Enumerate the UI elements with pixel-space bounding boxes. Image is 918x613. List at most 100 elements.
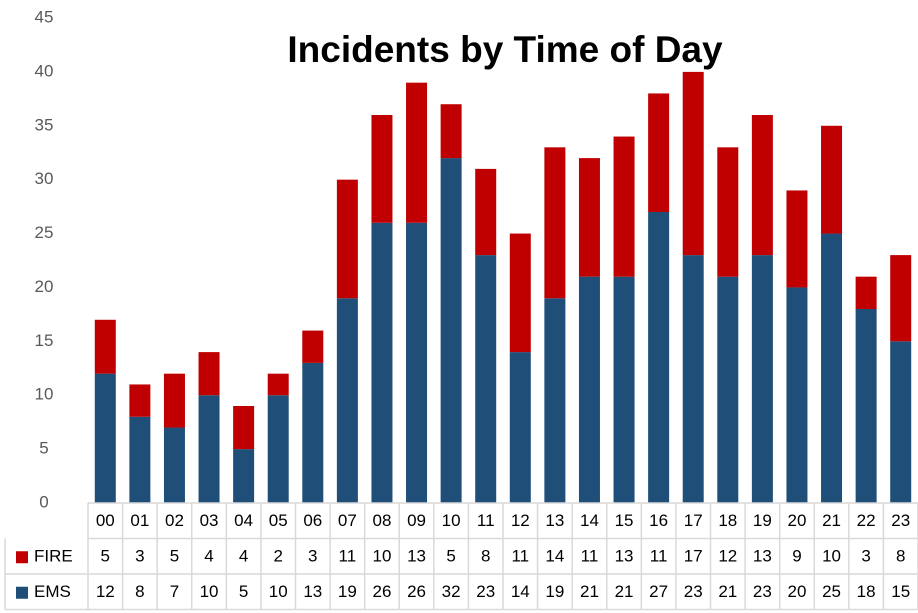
table-value: 11 — [339, 547, 357, 566]
x-tick-label: 16 — [649, 511, 668, 530]
bar — [129, 384, 151, 417]
table-value: 3 — [861, 547, 870, 566]
table-value: 12 — [718, 547, 737, 566]
bar — [751, 255, 773, 503]
bar — [94, 319, 116, 374]
table-value: 13 — [753, 547, 772, 566]
table-value: 4 — [204, 547, 213, 566]
bar — [786, 190, 808, 288]
x-tick-label: 15 — [615, 511, 634, 530]
x-tick-label: 02 — [165, 511, 184, 530]
bar — [890, 255, 912, 342]
legend-label: FIRE — [34, 547, 73, 566]
table-value: 19 — [338, 582, 357, 601]
x-tick-label: 01 — [130, 511, 149, 530]
y-tick-label: 20 — [35, 277, 54, 296]
x-tick-label: 13 — [545, 511, 564, 530]
table-value: 32 — [442, 582, 461, 601]
table-value: 19 — [545, 582, 564, 601]
bar — [440, 158, 462, 503]
bar — [475, 168, 497, 256]
bar — [198, 352, 220, 396]
bar — [717, 276, 739, 503]
bar — [613, 276, 635, 503]
table-value: 8 — [135, 582, 144, 601]
bar — [855, 309, 877, 503]
y-tick-label: 35 — [35, 115, 54, 134]
y-tick-label: 15 — [35, 331, 54, 350]
y-tick-label: 40 — [35, 61, 54, 80]
table-value: 8 — [896, 547, 905, 566]
table-value: 15 — [891, 582, 910, 601]
bar — [129, 416, 151, 503]
x-tick-label: 23 — [891, 511, 910, 530]
bar — [648, 212, 670, 503]
bar — [682, 71, 704, 256]
x-tick-label: 17 — [684, 511, 703, 530]
x-tick-label: 14 — [580, 511, 599, 530]
x-tick-label: 08 — [372, 511, 391, 530]
y-tick-label: 30 — [35, 169, 54, 188]
bar — [509, 233, 531, 353]
table-value: 17 — [684, 547, 703, 566]
bar — [751, 115, 773, 256]
x-tick-label: 00 — [96, 511, 115, 530]
x-tick-label: 06 — [303, 511, 322, 530]
bar — [821, 233, 843, 504]
table-value: 21 — [580, 582, 599, 601]
x-tick-label: 04 — [234, 511, 253, 530]
table-value: 10 — [822, 547, 841, 566]
table-value: 23 — [684, 582, 703, 601]
x-tick-label: 21 — [822, 511, 841, 530]
table-value: 4 — [239, 547, 248, 566]
bar — [302, 362, 324, 503]
table-value: 2 — [273, 547, 282, 566]
table-value: 13 — [615, 547, 634, 566]
bar — [198, 395, 220, 503]
bar — [267, 373, 289, 396]
legend-label: EMS — [34, 582, 71, 601]
table-value: 27 — [649, 582, 668, 601]
table-value: 26 — [372, 582, 391, 601]
table-value: 20 — [787, 582, 806, 601]
bar — [406, 82, 428, 223]
x-tick-label: 18 — [718, 511, 737, 530]
table-value: 5 — [239, 582, 248, 601]
x-tick-label: 10 — [442, 511, 461, 530]
y-tick-label: 0 — [39, 492, 48, 511]
bar — [475, 255, 497, 503]
bar — [786, 287, 808, 503]
bar — [544, 147, 566, 299]
bar — [613, 136, 635, 277]
table-value: 21 — [615, 582, 634, 601]
bar — [267, 395, 289, 503]
table-value: 10 — [200, 582, 219, 601]
table-value: 12 — [96, 582, 115, 601]
table-value: 14 — [511, 582, 530, 601]
bar — [821, 125, 843, 234]
y-tick-label: 10 — [35, 385, 54, 404]
table-value: 5 — [101, 547, 110, 566]
x-tick-label: 09 — [407, 511, 426, 530]
bar — [544, 298, 566, 503]
bar — [440, 104, 462, 159]
bar — [509, 352, 531, 503]
x-tick-label: 07 — [338, 511, 357, 530]
x-tick-label: 12 — [511, 511, 530, 530]
bar — [233, 449, 255, 503]
bar — [406, 222, 428, 503]
table-value: 13 — [303, 582, 322, 601]
x-tick-label: 05 — [269, 511, 288, 530]
chart-title: Incidents by Time of Day — [287, 29, 723, 70]
table-value: 10 — [269, 582, 288, 601]
table-value: 26 — [407, 582, 426, 601]
bar — [371, 115, 393, 223]
legend-swatch — [16, 586, 28, 599]
bar — [890, 341, 912, 503]
bar — [233, 406, 255, 450]
x-tick-label: 19 — [753, 511, 772, 530]
x-tick-label: 03 — [200, 511, 219, 530]
bar — [855, 276, 877, 309]
bar — [302, 330, 324, 363]
